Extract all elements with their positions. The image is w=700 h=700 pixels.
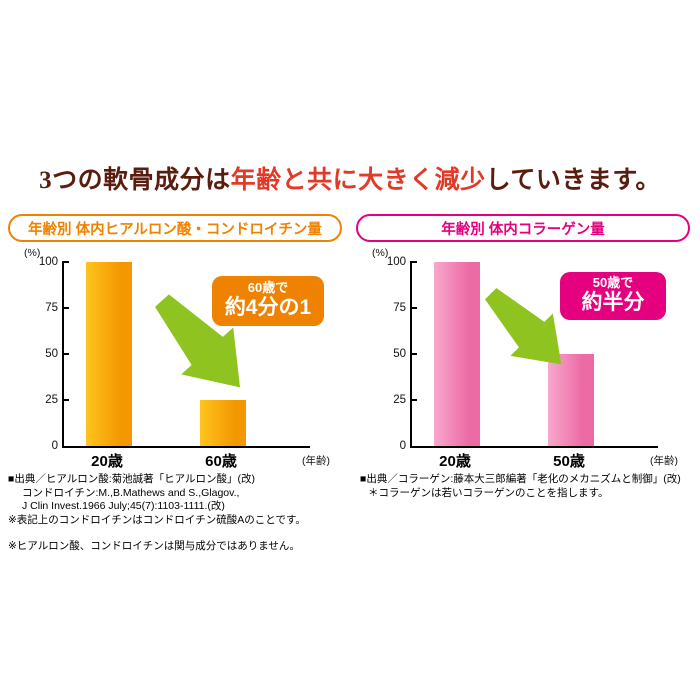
x-category-label: 20歳: [91, 453, 123, 470]
decline-callout-badge: 60歳で 約4分の1: [212, 276, 324, 326]
y-tick-mark: [410, 261, 417, 263]
y-tick-label: 75: [393, 302, 406, 314]
y-tick-label: 25: [45, 394, 58, 406]
collagen-chart: 年齢別 体内コラーゲン量 (%) 100 75 50 25 0 50歳で 約半分…: [354, 214, 696, 470]
plot-area: [62, 261, 310, 448]
decline-arrow-icon: [155, 294, 241, 388]
title-prefix: 3つの軟骨成分は: [39, 167, 231, 194]
y-axis-unit-label: (%): [372, 247, 389, 259]
callout-amount-text: 約4分の1: [224, 296, 312, 320]
source-note-right: ■出典／コラーゲン:藤本大三郎編著「老化のメカニズムと制御」(改) ＊コラーゲン…: [360, 473, 696, 500]
plot-area: [410, 261, 658, 448]
y-tick-label: 0: [399, 440, 406, 452]
x-category-label: 60歳: [205, 453, 237, 470]
source-note-left: ■出典／ヒアルロン酸:菊池誠著「ヒアルロン酸」(改) コンドロイチン:M.,B.…: [8, 473, 348, 527]
decline-arrow-icon: [484, 287, 562, 365]
bar-age50: [548, 354, 594, 446]
x-category-label: 20歳: [439, 453, 471, 470]
y-axis-unit-label: (%): [24, 247, 41, 259]
bar-age60: [200, 400, 246, 446]
page-title: 3つの軟骨成分は年齢と共に大きく減少していきます。: [0, 160, 700, 196]
source-line: ※表記上のコンドロイチンはコンドロイチン硫酸Aのことです。: [8, 513, 306, 526]
y-tick-label: 100: [38, 256, 58, 268]
decline-callout-badge: 50歳で 約半分: [560, 272, 666, 320]
source-line: コンドロイチン:M.,B.Mathews and S.,Glagov.,: [22, 486, 240, 499]
hyaluronan-chondroitin-chart: 年齢別 体内ヒアルロン酸・コンドロイチン量 (%) 100 75 50 25 0…: [6, 214, 348, 470]
callout-age-text: 60歳で: [247, 280, 289, 296]
x-category-label: 50歳: [553, 453, 585, 470]
y-tick-mark: [410, 307, 417, 309]
source-line: ■出典／ヒアルロン酸:菊池誠著「ヒアルロン酸」(改): [8, 473, 256, 485]
x-axis-unit-label: (年齢): [302, 455, 330, 467]
bar-age20: [434, 262, 480, 446]
y-tick-label: 50: [393, 348, 406, 360]
y-tick-label: 50: [45, 348, 58, 360]
source-line: ＊コラーゲンは若いコラーゲンのことを指します。: [368, 486, 609, 499]
x-axis-unit-label: (年齢): [650, 455, 678, 467]
y-tick-label: 100: [386, 256, 406, 268]
y-tick-mark: [410, 399, 417, 401]
chart-title-badge: 年齢別 体内コラーゲン量: [356, 214, 690, 242]
source-line: J Clin Invest.1966 July;45(7):1103-1111.…: [22, 500, 225, 512]
bar-age20: [86, 262, 132, 446]
y-tick-label: 75: [45, 302, 58, 314]
y-tick-mark: [62, 399, 69, 401]
y-tick-label: 25: [393, 394, 406, 406]
callout-age-text: 50歳で: [592, 275, 634, 291]
source-line: ■出典／コラーゲン:藤本大三郎編著「老化のメカニズムと制御」(改): [360, 473, 681, 485]
y-tick-mark: [62, 353, 69, 355]
y-tick-mark: [410, 353, 417, 355]
y-tick-label: 0: [51, 440, 58, 452]
disclaimer-note: ※ヒアルロン酸、コンドロイチンは関与成分ではありません。: [8, 540, 300, 552]
y-tick-mark: [62, 307, 69, 309]
chart-title-badge: 年齢別 体内ヒアルロン酸・コンドロイチン量: [8, 214, 342, 242]
title-highlight: 年齢と共に大きく減少: [230, 167, 486, 194]
y-tick-mark: [62, 261, 69, 263]
title-suffix: していきます。: [485, 167, 661, 194]
callout-amount-text: 約半分: [581, 291, 645, 315]
